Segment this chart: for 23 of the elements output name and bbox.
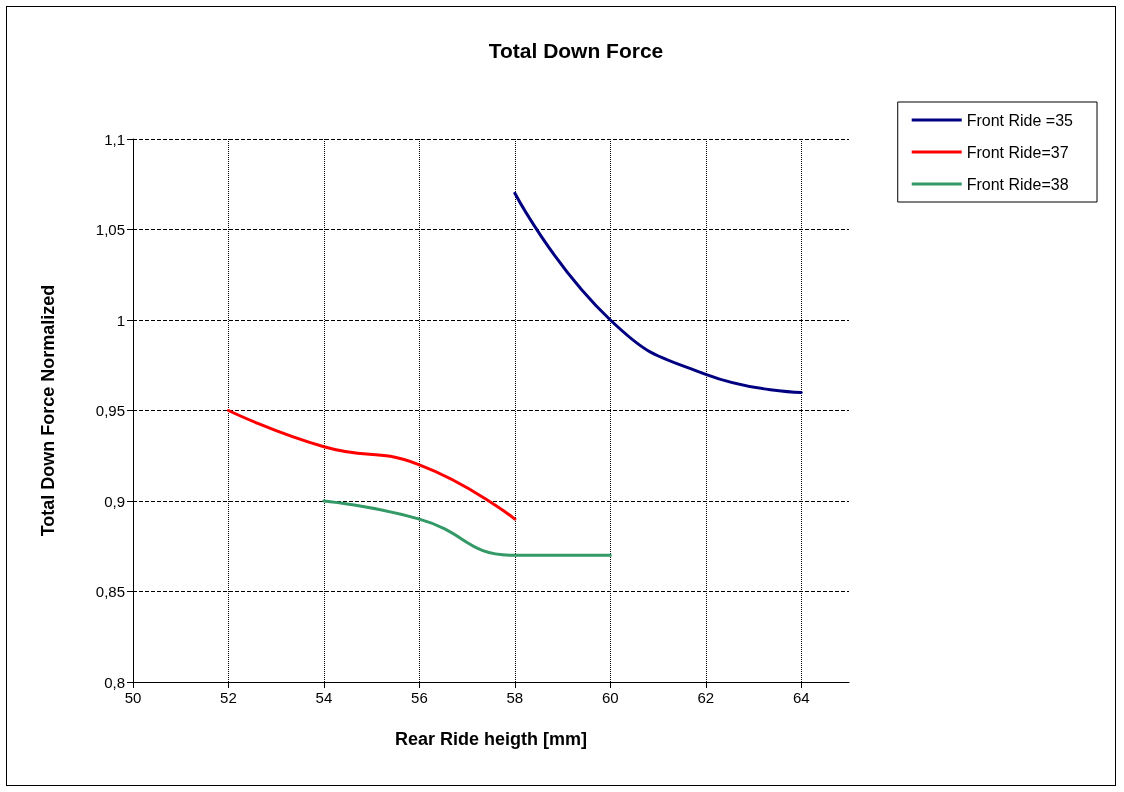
- y-axis-title: Total Down Force Normalized: [38, 284, 58, 537]
- y-tick-label: 1,1: [104, 130, 125, 148]
- legend-label: Front Ride=38: [966, 175, 1069, 193]
- chart-title: Total Down Force: [488, 39, 664, 62]
- x-tick-label: 62: [697, 689, 715, 706]
- x-tick-label: 64: [792, 689, 810, 706]
- x-tick-label: 58: [506, 689, 524, 706]
- x-tick-label: 50: [124, 689, 142, 706]
- y-tick-label: 0,8: [104, 673, 125, 691]
- x-tick-label: 56: [411, 689, 428, 706]
- line-series: [226, 409, 517, 521]
- y-tick-label: 0,95: [95, 402, 125, 419]
- y-tick-label: 1: [116, 311, 125, 329]
- legend-label: Front Ride=37: [966, 143, 1069, 161]
- x-tick-label: 54: [315, 689, 333, 706]
- x-tick-label: 60: [601, 689, 619, 706]
- y-tick-label: 0,9: [104, 492, 125, 510]
- x-axis-title: Rear Ride heigth [mm]: [394, 729, 588, 749]
- x-tick-label: 52: [220, 689, 237, 706]
- line-series: [513, 191, 803, 394]
- y-tick-label: 0,85: [95, 583, 125, 600]
- legend-label: Front Ride =35: [966, 111, 1074, 129]
- y-tick-label: 1,05: [95, 221, 125, 238]
